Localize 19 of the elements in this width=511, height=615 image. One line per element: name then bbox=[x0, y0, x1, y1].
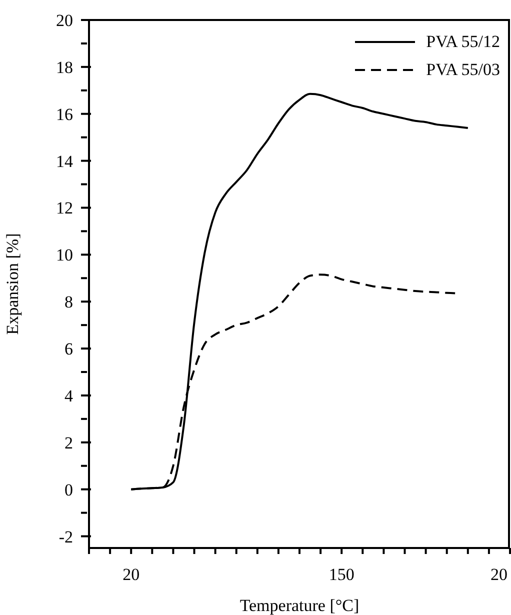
y-axis-title: Expansion [%] bbox=[3, 233, 22, 335]
y-tick-label: 4 bbox=[64, 386, 74, 406]
y-tick-label: -2 bbox=[58, 527, 73, 546]
x-tick-label: 20 bbox=[490, 565, 508, 584]
legend-label: PVA 55/12 bbox=[426, 32, 500, 52]
y-tick-label: 18 bbox=[56, 58, 73, 77]
y-tick-label: 8 bbox=[64, 292, 73, 312]
x-axis-title: Temperature [°C] bbox=[240, 596, 360, 615]
y-tick-label: 10 bbox=[56, 246, 73, 265]
x-tick-label: 150 bbox=[328, 565, 354, 584]
y-tick-label: 16 bbox=[56, 104, 73, 124]
y-tick-label: 2 bbox=[64, 433, 73, 452]
legend-label: PVA 55/03 bbox=[426, 60, 500, 80]
y-tick-label: 20 bbox=[56, 11, 73, 30]
y-tick-label: 0 bbox=[64, 480, 73, 500]
y-tick-label: 6 bbox=[64, 340, 73, 359]
y-tick-label: 12 bbox=[56, 198, 73, 218]
y-tick-label: 14 bbox=[56, 152, 74, 171]
x-tick-label: 20 bbox=[122, 565, 140, 584]
